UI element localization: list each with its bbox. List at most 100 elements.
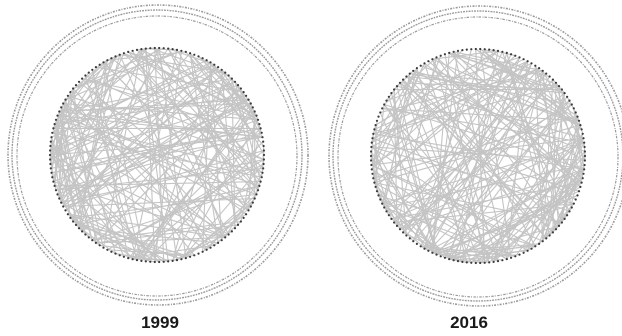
network-node: [242, 91, 245, 94]
network-node: [548, 234, 551, 237]
network-node: [262, 144, 265, 148]
network-node: [53, 184, 56, 187]
network-node: [49, 144, 52, 148]
network-node: [551, 231, 555, 234]
network-node: [205, 248, 208, 251]
network-edge: [59, 102, 251, 113]
network-node: [102, 61, 105, 64]
network-node: [390, 217, 393, 220]
network-node: [50, 136, 53, 139]
network-node: [184, 257, 187, 260]
network-edge: [406, 75, 565, 94]
network-edge: [224, 172, 263, 238]
network-node: [526, 60, 529, 63]
network-node: [574, 198, 577, 201]
network-node: [205, 59, 208, 62]
network-node: [58, 197, 61, 200]
network-edge: [405, 70, 544, 236]
network-node: [233, 227, 237, 230]
network-node: [435, 56, 438, 59]
network-node: [247, 98, 250, 101]
network-node: [375, 190, 379, 193]
network-node: [236, 223, 240, 226]
network-node: [242, 216, 245, 219]
network-node: [201, 250, 204, 253]
network-node: [379, 198, 382, 201]
network-node: [260, 131, 263, 134]
panel-label-2016: 2016: [450, 313, 488, 332]
network-node: [49, 158, 52, 161]
network-node: [87, 71, 90, 74]
network-node: [545, 237, 548, 240]
network-edge: [371, 67, 418, 143]
network-node: [213, 244, 216, 247]
node-label-rings: [328, 5, 622, 307]
network-node: [135, 48, 139, 52]
panel-label-1999: 1999: [141, 313, 179, 332]
network-node: [465, 48, 468, 51]
network-node: [514, 54, 517, 57]
network-node: [583, 163, 586, 167]
network-edge: [128, 244, 215, 259]
network-node: [167, 260, 170, 263]
network-edge: [428, 104, 573, 252]
network-edge: [70, 66, 219, 219]
network-node: [387, 214, 390, 217]
network-node: [84, 233, 87, 236]
network-edge: [393, 89, 398, 226]
network-node: [510, 256, 513, 259]
network-edge: [534, 65, 544, 242]
network-node: [402, 78, 405, 81]
network-node: [402, 231, 405, 234]
network-node: [84, 74, 87, 77]
network-node: [572, 202, 575, 205]
network-edge: [371, 62, 532, 148]
network-node: [398, 228, 402, 231]
network-node: [530, 247, 533, 250]
network-edge: [78, 60, 108, 229]
network-edge: [49, 69, 222, 160]
network-node: [48, 153, 52, 157]
network-edge: [237, 84, 262, 129]
network-edge: [167, 48, 249, 211]
network-node: [522, 251, 525, 254]
network-node: [577, 119, 581, 122]
network-node: [576, 115, 579, 118]
network-node: [576, 194, 579, 197]
network-edge: [119, 54, 208, 251]
network-node: [49, 140, 52, 143]
network-node: [443, 256, 446, 259]
network-edge: [67, 95, 195, 256]
network-edge: [167, 48, 263, 178]
network-node: [239, 220, 242, 223]
network-node: [162, 260, 165, 263]
network-node: [405, 75, 408, 78]
network-node: [224, 71, 227, 74]
network-edge: [375, 125, 378, 192]
network-node: [60, 106, 63, 109]
network-node: [385, 99, 388, 102]
network-node: [579, 124, 582, 127]
network-edge: [99, 244, 191, 258]
network-node: [583, 145, 586, 149]
network-node: [381, 107, 384, 110]
network-node: [66, 94, 69, 97]
network-edge: [132, 50, 230, 235]
network-node: [456, 260, 460, 263]
network-edge: [427, 63, 532, 252]
network-node: [560, 221, 564, 224]
network-node: [408, 237, 411, 240]
network-node: [91, 239, 94, 242]
label-ring: [337, 16, 619, 298]
network-node: [153, 260, 156, 264]
network-node: [431, 251, 434, 254]
network-edge: [49, 154, 134, 260]
network-edge: [371, 50, 499, 170]
network-node: [371, 137, 374, 140]
network-node: [439, 255, 442, 258]
network-node: [461, 260, 464, 263]
network-node: [530, 62, 533, 65]
network-edges: [49, 47, 265, 263]
network-edge: [448, 96, 568, 260]
